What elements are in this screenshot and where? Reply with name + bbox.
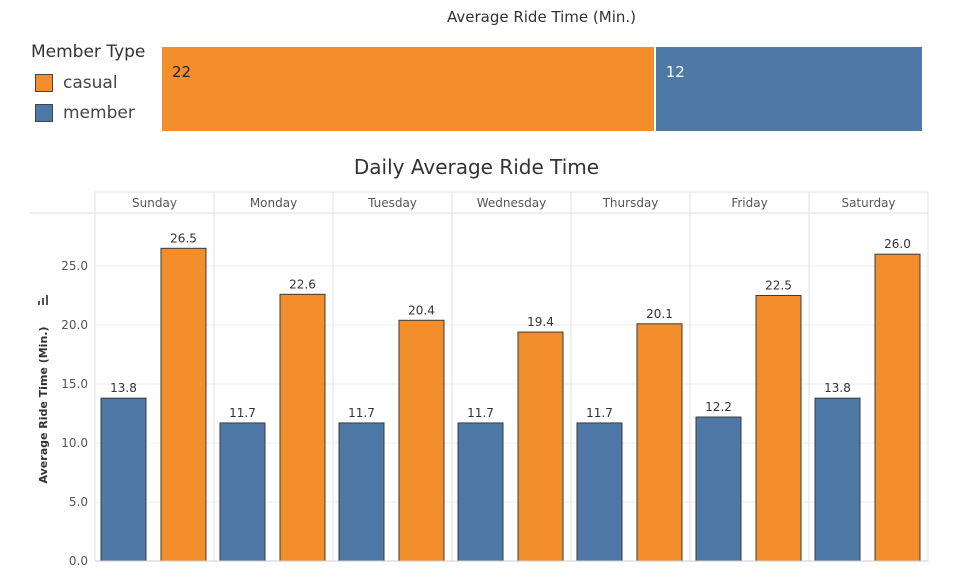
- summary-label-casual: 22: [172, 63, 192, 81]
- day-label-tuesday: Tuesday: [367, 196, 417, 210]
- summary-segment-member[interactable]: 12: [653, 47, 922, 131]
- y-tick-label: 15.0: [61, 377, 88, 391]
- day-label-sunday: Sunday: [132, 196, 177, 210]
- value-label-member-saturday: 13.8: [824, 381, 851, 395]
- bar-member-thursday: [576, 422, 623, 562]
- legend-item-casual[interactable]: casual: [31, 68, 145, 98]
- bar-member-wednesday: [457, 422, 504, 562]
- legend-label-member: member: [63, 103, 135, 123]
- value-label-member-friday: 12.2: [705, 400, 732, 414]
- chart-title: Daily Average Ride Time: [353, 155, 600, 179]
- axis-sort-icon: [42, 298, 44, 305]
- bar-member-monday: [219, 422, 266, 562]
- value-label-casual-thursday: 20.1: [646, 307, 673, 321]
- day-label-friday: Friday: [731, 196, 767, 210]
- day-label-monday: Monday: [250, 196, 297, 210]
- bar-casual-monday: [279, 293, 326, 562]
- value-label-member-wednesday: 11.7: [467, 406, 494, 420]
- bar-member-sunday: [100, 397, 147, 562]
- bar-casual-sunday: [160, 247, 207, 562]
- y-tick-label: 0.0: [69, 554, 88, 568]
- day-label-thursday: Thursday: [602, 196, 659, 210]
- summary-title: Average Ride Time (Min.): [446, 8, 637, 26]
- bar-member-saturday: [814, 397, 861, 562]
- day-label-saturday: Saturday: [841, 196, 895, 210]
- value-label-casual-monday: 22.6: [289, 277, 316, 291]
- summary-label-member: 12: [665, 63, 685, 81]
- legend: Member Type casual member: [31, 42, 145, 128]
- legend-item-member[interactable]: member: [31, 98, 145, 128]
- axis-sort-icon: [46, 295, 48, 305]
- value-label-casual-sunday: 26.5: [170, 231, 197, 245]
- value-label-casual-tuesday: 20.4: [408, 303, 435, 317]
- summary-stacked-bar: 22 12: [162, 47, 922, 131]
- y-tick-label: 10.0: [61, 436, 88, 450]
- value-label-member-sunday: 13.8: [110, 381, 137, 395]
- y-tick-label: 5.0: [69, 495, 88, 509]
- bar-casual-tuesday: [398, 319, 445, 562]
- y-tick-label: 25.0: [61, 259, 88, 273]
- bar-member-tuesday: [338, 422, 385, 562]
- legend-title: Member Type: [31, 42, 146, 62]
- bar-casual-wednesday: [517, 331, 564, 562]
- value-label-member-monday: 11.7: [229, 406, 256, 420]
- legend-swatch-casual: [35, 74, 53, 92]
- legend-swatch-member: [35, 104, 53, 122]
- day-label-wednesday: Wednesday: [477, 196, 546, 210]
- value-label-casual-wednesday: 19.4: [527, 315, 554, 329]
- bar-casual-thursday: [636, 323, 683, 562]
- bar-casual-friday: [755, 295, 802, 562]
- legend-label-casual: casual: [63, 73, 118, 93]
- y-tick-label: 20.0: [61, 318, 88, 332]
- bar-casual-saturday: [874, 253, 921, 562]
- bar-member-friday: [695, 416, 742, 562]
- value-label-member-tuesday: 11.7: [348, 406, 375, 420]
- value-label-casual-saturday: 26.0: [884, 237, 911, 251]
- value-label-member-thursday: 11.7: [586, 406, 613, 420]
- y-axis-title: Average Ride Time (Min.): [37, 327, 50, 484]
- summary-segment-casual[interactable]: 22: [162, 47, 654, 131]
- value-label-casual-friday: 22.5: [765, 279, 792, 293]
- axis-sort-icon: [38, 301, 40, 305]
